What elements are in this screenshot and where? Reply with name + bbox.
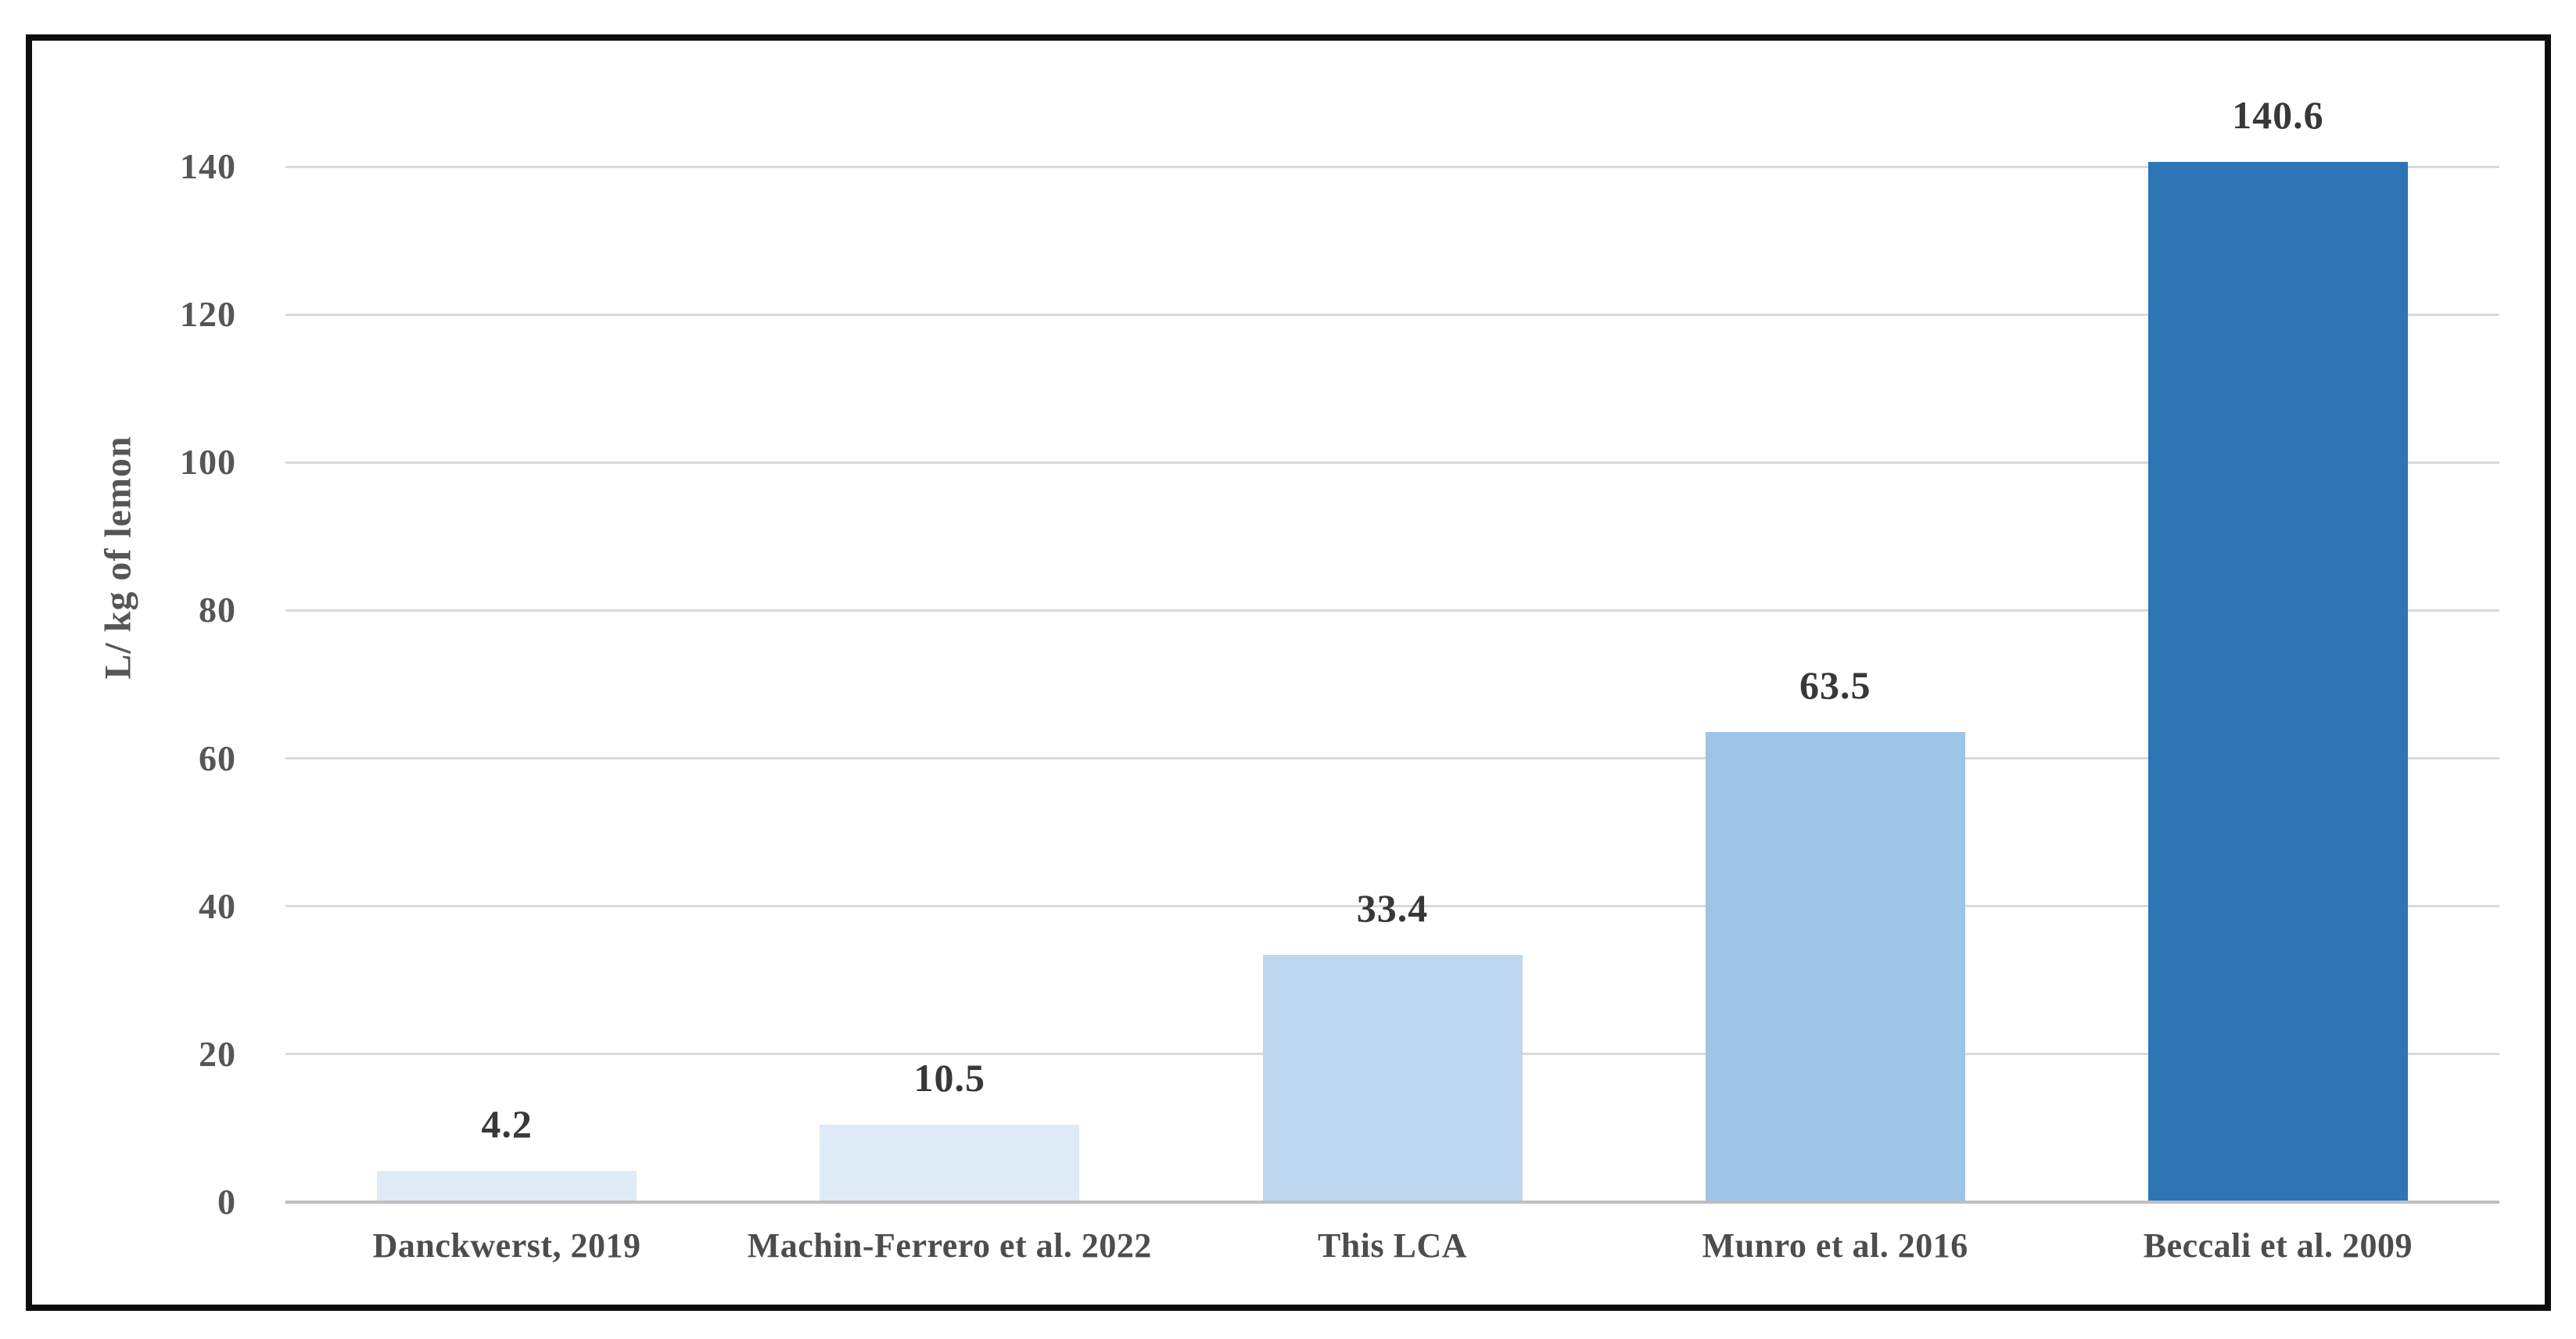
- bar-value-label-munro-et-al-2016: 63.5: [1799, 663, 1871, 708]
- bar-value-label-machin-ferrero-et-al-2022: 10.5: [913, 1055, 986, 1100]
- gridline-120: [285, 313, 2499, 316]
- y-tick-label-0: 0: [217, 1182, 236, 1222]
- category-label-danckwerst-2019: Danckwerst, 2019: [372, 1226, 641, 1265]
- y-tick-label-140: 140: [180, 146, 236, 186]
- gridline-60: [285, 757, 2499, 760]
- y-tick-label-40: 40: [199, 885, 236, 926]
- y-tick-label-60: 60: [199, 738, 236, 778]
- y-tick-label-120: 120: [180, 294, 236, 335]
- y-tick-label-100: 100: [180, 442, 236, 483]
- bar-value-label-beccali-et-al-2009: 140.6: [2232, 93, 2324, 138]
- bar-machin-ferrero-et-al-2022: [820, 1124, 1080, 1202]
- bar-value-label-danckwerst-2019: 4.2: [481, 1102, 533, 1147]
- bar-beccali-et-al-2009: [2147, 162, 2408, 1202]
- gridline-40: [285, 905, 2499, 908]
- category-label-machin-ferrero-et-al-2022: Machin-Ferrero et al. 2022: [747, 1226, 1152, 1265]
- y-tick-label-20: 20: [199, 1033, 236, 1074]
- bar-danckwerst-2019: [377, 1171, 637, 1202]
- gridline-100: [285, 461, 2499, 464]
- category-label-beccali-et-al-2009: Beccali et al. 2009: [2143, 1226, 2413, 1265]
- gridline-80: [285, 608, 2499, 612]
- category-label-munro-et-al-2016: Munro et al. 2016: [1702, 1226, 1968, 1265]
- bar-munro-et-al-2016: [1705, 732, 1965, 1202]
- bar-this-lca: [1262, 955, 1523, 1202]
- x-axis-line: [285, 1201, 2499, 1204]
- bar-value-label-this-lca: 33.4: [1356, 886, 1429, 931]
- chart-border-frame: [26, 34, 2551, 1311]
- y-tick-label-80: 80: [199, 590, 236, 630]
- category-label-this-lca: This LCA: [1317, 1226, 1468, 1265]
- gridline-140: [285, 165, 2499, 168]
